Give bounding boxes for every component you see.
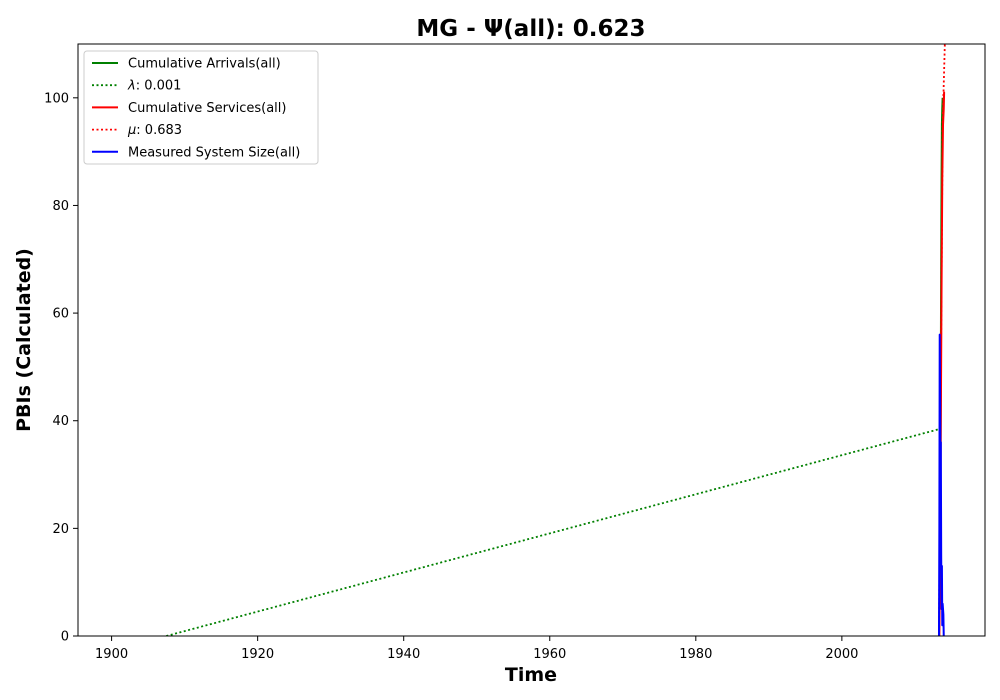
x-tick-label: 1920: [241, 647, 274, 662]
y-axis-label: PBIs (Calculated): [13, 248, 35, 432]
series-line-measured-system-size-all: [937, 333, 945, 636]
x-tick-label: 1980: [679, 647, 712, 662]
x-tick-label: 2000: [825, 647, 858, 662]
series-line-0-001: [166, 427, 941, 636]
legend-entry: Cumulative Services(all): [128, 101, 286, 116]
y-axis-ticks: 0 20 40 60 80 100: [44, 91, 78, 645]
x-tick-label: 1900: [95, 647, 128, 662]
y-tick-label: 20: [52, 522, 69, 537]
plot-frame: [77, 43, 986, 637]
y-tick-label: 60: [52, 307, 69, 322]
legend-box: [83, 50, 319, 165]
x-axis-label: Time: [505, 664, 557, 686]
x-tick-label: 1960: [533, 647, 566, 662]
y-tick-label: 100: [44, 91, 69, 106]
x-tick-label: 1940: [387, 647, 420, 662]
legend: Cumulative Arrivals(all) λ: 0.001 Cumulati…: [83, 50, 319, 165]
legend-symbol: λ: [127, 79, 136, 94]
legend-value: : 0.683: [136, 123, 182, 138]
legend-entry: Cumulative Arrivals(all): [128, 57, 281, 72]
legend-entry: μ: 0.683: [127, 123, 182, 138]
y-tick-label: 80: [52, 199, 69, 214]
legend-symbol: μ: [127, 123, 136, 138]
y-tick-label: 0: [61, 630, 69, 645]
y-tick-label: 40: [52, 414, 69, 429]
legend-entry: λ: 0.001: [127, 79, 181, 94]
chart-title: MG - Ψ(all): 0.623: [416, 16, 645, 42]
x-axis-ticks: 1900 1920 1940 1960 1980 2000: [95, 636, 858, 662]
legend-value: : 0.001: [136, 79, 182, 94]
legend-entry: Measured System Size(all): [128, 145, 300, 160]
